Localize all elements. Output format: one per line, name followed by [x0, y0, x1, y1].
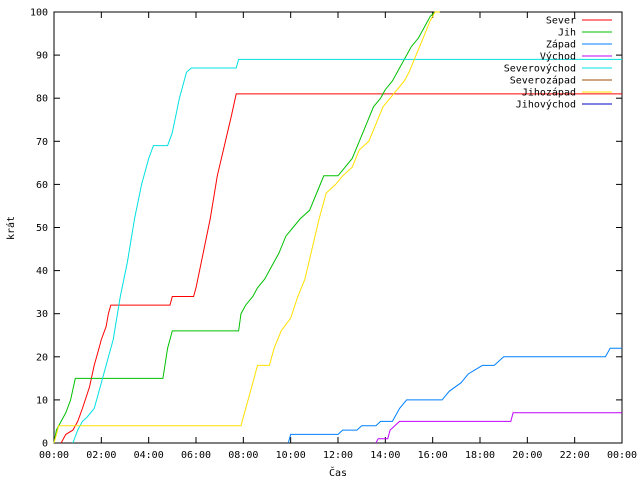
x-tick-label: 02:00	[86, 450, 116, 461]
legend: SeverJihZápadVýchodSeverovýchodSeverozáp…	[504, 16, 612, 111]
x-tick-label: 10:00	[276, 450, 306, 461]
y-tick-label: 10	[36, 395, 48, 406]
y-tick-label: 60	[36, 180, 48, 191]
legend-label: Východ	[540, 51, 576, 63]
x-tick-label: 22:00	[560, 450, 590, 461]
y-tick-label: 0	[42, 439, 48, 450]
y-tick-label: 20	[36, 352, 48, 363]
x-tick-label: 00:00	[39, 450, 69, 461]
series-lines	[53, 11, 622, 444]
x-tick-label: 16:00	[418, 450, 448, 461]
x-tick-label: 14:00	[370, 450, 400, 461]
series-line-2	[287, 347, 622, 444]
x-tick-label: 06:00	[181, 450, 211, 461]
legend-label: Jih	[558, 28, 576, 39]
y-tick-label: 100	[30, 8, 48, 19]
ticks: 0 10 20 30 40 50 60 70 80 90 100 00:00 02:00 04:00 06:…	[30, 8, 637, 462]
series-line-4	[72, 58, 622, 444]
series-line-0	[60, 93, 622, 444]
x-tick-label: 00:00	[607, 450, 637, 461]
legend-label: Západ	[546, 39, 576, 51]
series-line-3	[375, 412, 622, 444]
y-tick-label: 30	[36, 309, 48, 320]
y-tick-label: 50	[36, 223, 48, 234]
y-tick-label: 40	[36, 266, 48, 277]
y-axis-title: krát	[5, 216, 17, 240]
legend-label: Jihovýchod	[516, 99, 576, 111]
x-tick-label: 04:00	[134, 450, 164, 461]
x-tick-label: 08:00	[228, 450, 258, 461]
x-tick-label: 12:00	[323, 450, 353, 461]
x-tick-label: 18:00	[465, 450, 495, 461]
x-axis-title: Čas	[329, 466, 347, 479]
legend-label: Severovýchod	[504, 63, 576, 75]
series-line-1	[53, 11, 438, 444]
y-tick-label: 80	[36, 94, 48, 105]
y-tick-label: 90	[36, 51, 48, 62]
legend-label: Sever	[546, 16, 576, 27]
legend-label: Jihozápad	[522, 87, 576, 99]
series-line-5	[53, 11, 440, 444]
legend-label: Severozápad	[510, 75, 576, 87]
y-tick-label: 70	[36, 137, 48, 148]
x-tick-label: 20:00	[512, 450, 542, 461]
